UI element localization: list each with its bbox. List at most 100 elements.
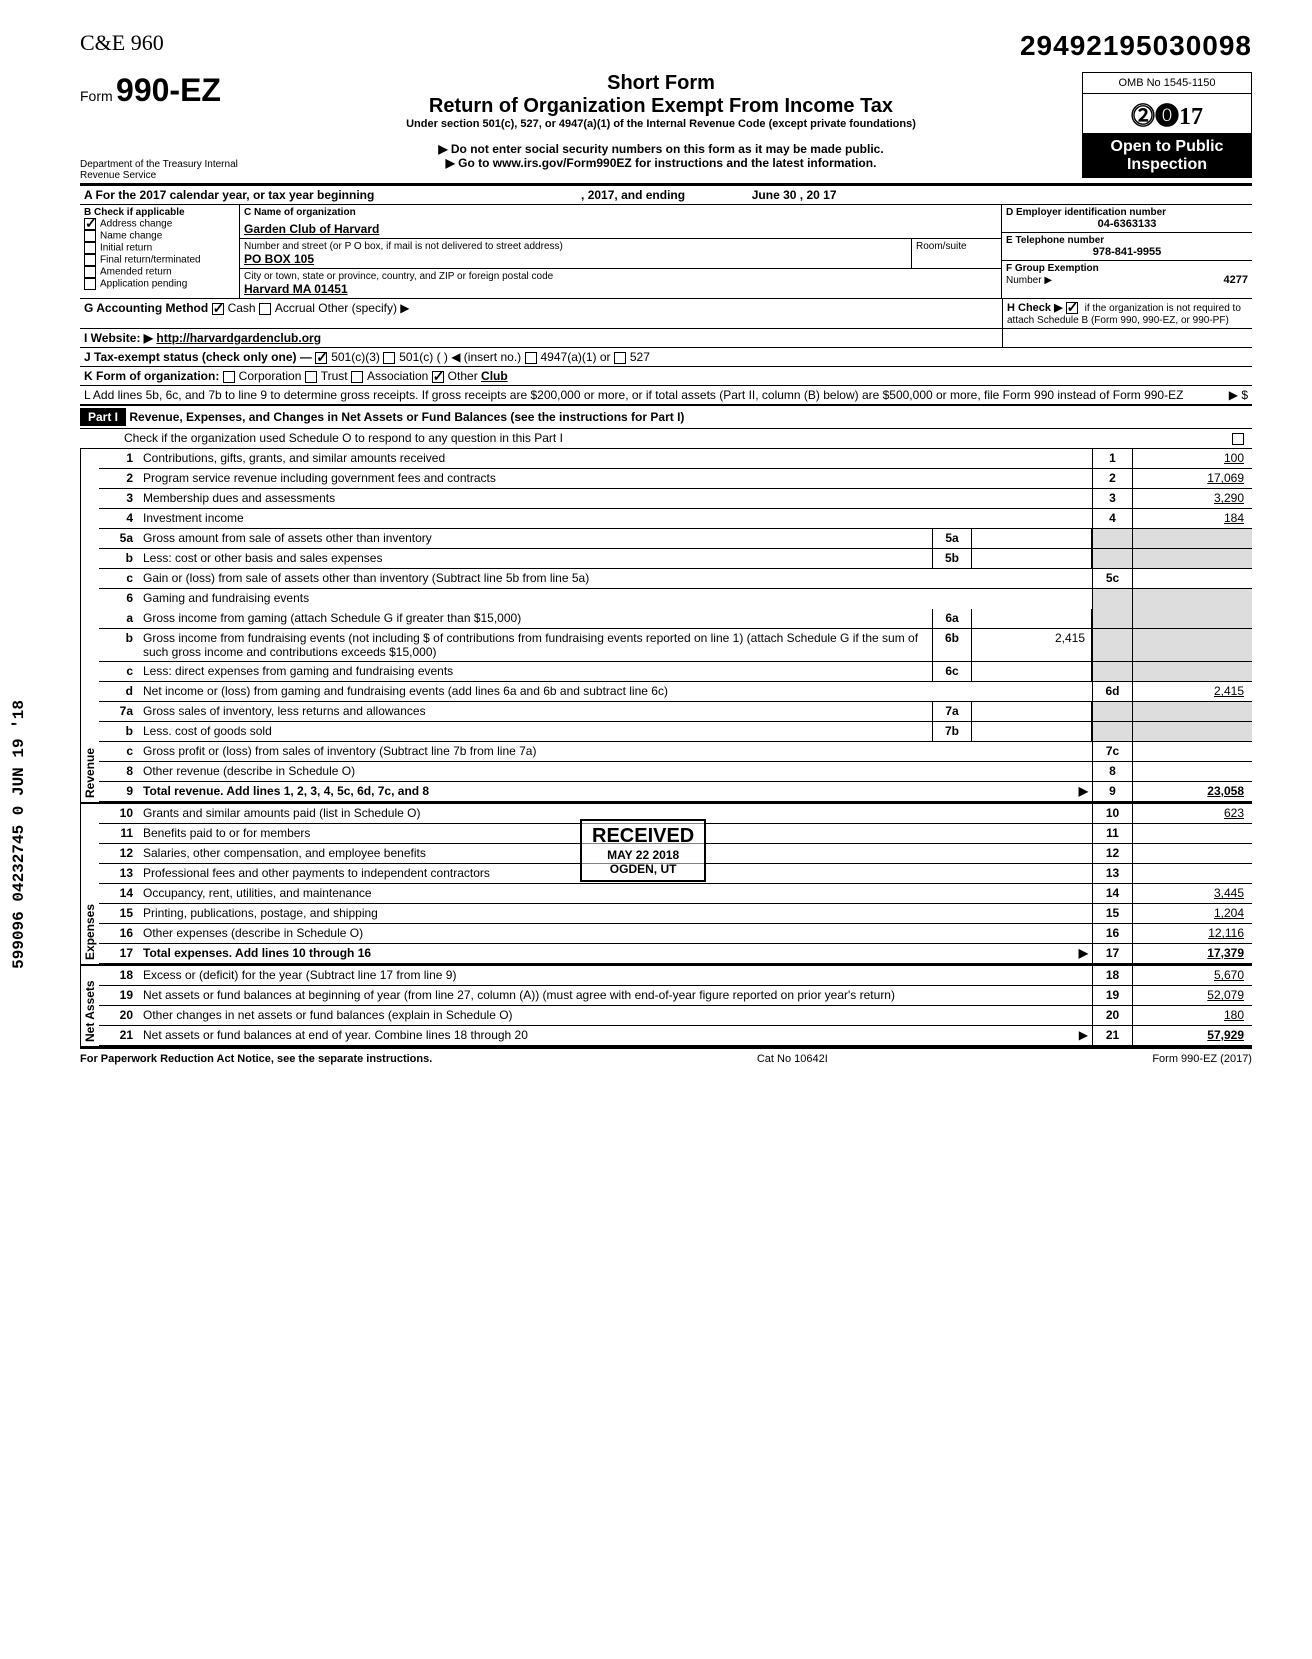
line-20-val: 180 bbox=[1132, 1006, 1252, 1025]
check-cash[interactable] bbox=[212, 303, 224, 315]
line-5b-midval bbox=[972, 549, 1092, 568]
line-8-rn: 8 bbox=[1092, 762, 1132, 781]
line-1-val: 100 bbox=[1132, 449, 1252, 468]
check-trust[interactable] bbox=[305, 371, 317, 383]
line-21-num: 21 bbox=[99, 1026, 139, 1045]
line-3-rn: 3 bbox=[1092, 489, 1132, 508]
check-final[interactable] bbox=[84, 254, 96, 266]
line-3-val: 3,290 bbox=[1132, 489, 1252, 508]
line-6b-rn bbox=[1092, 629, 1132, 661]
line-7c-rn: 7c bbox=[1092, 742, 1132, 761]
b-item-4: Amended return bbox=[100, 267, 172, 278]
k-corp: Corporation bbox=[239, 369, 302, 383]
line-6b-mid: 6b bbox=[932, 629, 972, 661]
line-4-val: 184 bbox=[1132, 509, 1252, 528]
line-9-desc: Total revenue. Add lines 1, 2, 3, 4, 5c,… bbox=[139, 782, 1092, 801]
line-20-desc: Other changes in net assets or fund bala… bbox=[139, 1006, 1092, 1025]
warning-line: Do not enter social security numbers on … bbox=[260, 142, 1062, 156]
line-6a-desc: Gross income from gaming (attach Schedul… bbox=[139, 609, 932, 628]
check-pending[interactable] bbox=[84, 278, 96, 290]
line-8-desc: Other revenue (describe in Schedule O) bbox=[139, 762, 1092, 781]
line-11-rn: 11 bbox=[1092, 824, 1132, 843]
line-21-rn: 21 bbox=[1092, 1026, 1132, 1045]
check-accrual[interactable] bbox=[259, 303, 271, 315]
line-2-desc: Program service revenue including govern… bbox=[139, 469, 1092, 488]
line-3-num: 3 bbox=[99, 489, 139, 508]
line-9-num: 9 bbox=[99, 782, 139, 801]
line-7c-desc: Gross profit or (loss) from sales of inv… bbox=[139, 742, 1092, 761]
line-7b-desc: Less. cost of goods sold bbox=[139, 722, 932, 741]
line-7a-desc: Gross sales of inventory, less returns a… bbox=[139, 702, 932, 721]
line-6a-mid: 6a bbox=[932, 609, 972, 628]
line-5a-desc: Gross amount from sale of assets other t… bbox=[139, 529, 932, 548]
line-6a-rn bbox=[1092, 609, 1132, 628]
check-address-change[interactable] bbox=[84, 218, 96, 230]
check-corp[interactable] bbox=[223, 371, 235, 383]
check-name-change[interactable] bbox=[84, 230, 96, 242]
line-15-rn: 15 bbox=[1092, 904, 1132, 923]
line-20-rn: 20 bbox=[1092, 1006, 1132, 1025]
period-end-month: June 30 bbox=[752, 188, 797, 202]
check-assoc[interactable] bbox=[351, 371, 363, 383]
omb-number: OMB No 1545-1150 bbox=[1082, 72, 1252, 94]
g-accrual: Accrual bbox=[275, 301, 315, 315]
line-2-rn: 2 bbox=[1092, 469, 1132, 488]
line-6b-midval: 2,415 bbox=[972, 629, 1092, 661]
g-other: Other (specify) ▶ bbox=[318, 301, 409, 315]
check-other-org[interactable] bbox=[432, 371, 444, 383]
return-title: Return of Organization Exempt From Incom… bbox=[260, 95, 1062, 118]
line-6c-midval bbox=[972, 662, 1092, 681]
line-1-num: 1 bbox=[99, 449, 139, 468]
c-street-label: Number and street (or P O box, if mail i… bbox=[244, 241, 907, 252]
line-5a-val bbox=[1132, 529, 1252, 548]
line-6-desc: Gaming and fundraising events bbox=[139, 589, 1092, 609]
line-9-val: 23,058 bbox=[1132, 782, 1252, 801]
k-other-val: Club bbox=[481, 369, 508, 383]
open-public: Open to Public Inspection bbox=[1082, 134, 1252, 178]
line-4-desc: Investment income bbox=[139, 509, 1092, 528]
line-5c-desc: Gain or (loss) from sale of assets other… bbox=[139, 569, 1092, 588]
check-4947[interactable] bbox=[525, 352, 537, 364]
line-19-rn: 19 bbox=[1092, 986, 1132, 1005]
footer-mid: Cat No 10642I bbox=[757, 1053, 828, 1065]
part1-title: Revenue, Expenses, and Changes in Net As… bbox=[129, 410, 684, 424]
line-6c-val bbox=[1132, 662, 1252, 681]
revenue-label: Revenue bbox=[80, 449, 99, 802]
line-8-num: 8 bbox=[99, 762, 139, 781]
line-16-val: 12,116 bbox=[1132, 924, 1252, 943]
b-item-0: Address change bbox=[100, 219, 172, 230]
line-16-desc: Other expenses (describe in Schedule O) bbox=[139, 924, 1092, 943]
org-city: Harvard MA 01451 bbox=[244, 282, 997, 296]
check-h[interactable] bbox=[1066, 302, 1078, 314]
check-initial[interactable] bbox=[84, 242, 96, 254]
check-schedule-o[interactable] bbox=[1232, 433, 1244, 445]
check-527[interactable] bbox=[614, 352, 626, 364]
line-13-val bbox=[1132, 864, 1252, 883]
line-15-num: 15 bbox=[99, 904, 139, 923]
line-6d-num: d bbox=[99, 682, 139, 701]
received-stamp: RECEIVED MAY 22 2018 OGDEN, UT bbox=[580, 819, 706, 882]
subtitle: Under section 501(c), 527, or 4947(a)(1)… bbox=[260, 118, 1062, 130]
line-18-val: 5,670 bbox=[1132, 966, 1252, 985]
check-501c3[interactable] bbox=[315, 352, 327, 364]
side-stamp: 599096 04232745 0 JUN 19 '18 bbox=[10, 700, 28, 969]
line-15-desc: Printing, publications, postage, and shi… bbox=[139, 904, 1092, 923]
line-7a-midval bbox=[972, 702, 1092, 721]
line-7b-mid: 7b bbox=[932, 722, 972, 741]
line-3-desc: Membership dues and assessments bbox=[139, 489, 1092, 508]
line-14-rn: 14 bbox=[1092, 884, 1132, 903]
k-other: Other bbox=[448, 369, 478, 383]
phone: 978-841-9955 bbox=[1006, 246, 1248, 258]
d-label: D Employer identification number bbox=[1006, 207, 1248, 218]
check-amended[interactable] bbox=[84, 266, 96, 278]
j-527: 527 bbox=[630, 350, 650, 364]
line-5a-mid: 5a bbox=[932, 529, 972, 548]
line-14-desc: Occupancy, rent, utilities, and maintena… bbox=[139, 884, 1092, 903]
line-6d-val: 2,415 bbox=[1132, 682, 1252, 701]
k-label: K Form of organization: bbox=[84, 369, 219, 383]
f-label: F Group Exemption bbox=[1006, 263, 1248, 274]
line-6b-num: b bbox=[99, 629, 139, 661]
line-19-num: 19 bbox=[99, 986, 139, 1005]
line-14-val: 3,445 bbox=[1132, 884, 1252, 903]
check-501c[interactable] bbox=[383, 352, 395, 364]
